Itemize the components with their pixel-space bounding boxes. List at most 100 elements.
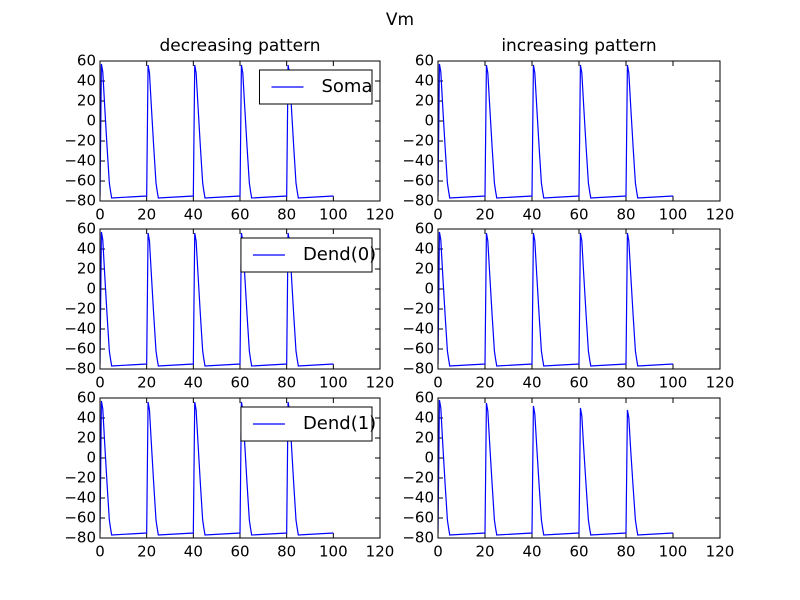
y-tick-label: −80 [64,529,96,547]
x-tick-label: 20 [137,543,156,561]
y-tick-label: 0 [86,280,96,298]
legend: Soma [258,69,373,105]
y-tick-label: −80 [402,529,434,547]
legend: Dend(0) [240,237,376,273]
x-tick-label: 0 [95,374,105,392]
x-tick-label: 60 [230,374,249,392]
y-tick-label: 20 [415,260,434,278]
axes-frame [437,228,721,370]
y-tick-label: 0 [424,280,434,298]
y-tick-label: −60 [64,172,96,190]
y-tick-label: 0 [86,112,96,130]
legend-label: Dend(0) [303,244,376,265]
y-tick-label: 20 [77,429,96,447]
y-tick-label: 40 [415,240,434,258]
y-tick-label: 0 [424,112,434,130]
x-tick-label: 20 [137,206,156,224]
y-tick-label: 20 [415,92,434,110]
x-tick-label: 40 [522,543,541,561]
x-tick-label: 80 [277,374,296,392]
y-tick-label: −40 [402,152,434,170]
y-tick-label: 0 [86,449,96,467]
x-tick-label: 40 [522,206,541,224]
y-tick-label: 40 [77,409,96,427]
x-tick-label: 80 [277,206,296,224]
x-tick-label: 100 [319,206,348,224]
x-tick-label: 120 [706,206,735,224]
x-tick-label: 80 [277,543,296,561]
x-tick-label: 100 [659,374,688,392]
y-tick-label: −60 [402,340,434,358]
x-tick-label: 100 [319,543,348,561]
y-tick-label: −20 [402,469,434,487]
y-tick-label: −20 [64,300,96,318]
x-tick-label: 60 [569,543,588,561]
x-tick-label: 80 [616,374,635,392]
x-tick-label: 80 [616,543,635,561]
y-tick-label: 20 [77,92,96,110]
x-tick-label: 120 [366,543,395,561]
x-tick-label: 60 [230,543,249,561]
y-tick-label: −40 [64,489,96,507]
y-tick-label: 40 [415,72,434,90]
x-tick-label: 20 [475,206,494,224]
x-tick-label: 40 [184,374,203,392]
y-tick-label: −60 [402,172,434,190]
data-line [100,63,334,199]
y-tick-label: −80 [64,192,96,210]
x-tick-label: 40 [522,374,541,392]
y-tick-label: 40 [77,72,96,90]
x-tick-label: 120 [706,374,735,392]
y-tick-label: 60 [77,52,96,70]
y-tick-label: 20 [415,429,434,447]
data-line [100,400,334,536]
x-tick-label: 60 [569,206,588,224]
legend: Dend(1) [240,406,376,442]
x-tick-label: 0 [95,206,105,224]
x-tick-label: 120 [366,206,395,224]
axes-frame [99,397,381,539]
panel-title: decreasing pattern [159,36,320,56]
y-tick-label: −80 [402,360,434,378]
y-tick-label: −60 [402,509,434,527]
axes-frame [99,228,381,370]
y-tick-label: −60 [64,340,96,358]
x-tick-label: 20 [137,374,156,392]
x-tick-label: 40 [184,543,203,561]
axes-frame [99,60,381,202]
y-tick-label: 40 [415,409,434,427]
data-line [438,399,674,536]
y-tick-label: −40 [402,320,434,338]
x-tick-label: 0 [95,543,105,561]
x-tick-label: 100 [319,374,348,392]
x-tick-label: 0 [433,374,443,392]
y-tick-label: 60 [77,220,96,238]
y-tick-label: 60 [77,389,96,407]
x-tick-label: 20 [475,543,494,561]
legend-label: Dend(1) [303,413,376,434]
x-tick-label: 100 [659,206,688,224]
x-tick-label: 60 [569,374,588,392]
panel-title: increasing pattern [501,36,656,56]
y-tick-label: −80 [64,360,96,378]
x-tick-label: 0 [433,543,443,561]
x-tick-label: 0 [433,206,443,224]
data-line [100,231,334,367]
x-tick-label: 80 [616,206,635,224]
data-line [438,63,674,199]
y-tick-label: −60 [64,509,96,527]
y-tick-label: −40 [402,489,434,507]
y-tick-label: 40 [77,240,96,258]
y-tick-label: −40 [64,320,96,338]
y-tick-label: −40 [64,152,96,170]
y-tick-label: 20 [77,260,96,278]
x-tick-label: 40 [184,206,203,224]
y-tick-label: −20 [64,132,96,150]
x-tick-label: 20 [475,374,494,392]
y-tick-label: −80 [402,192,434,210]
x-tick-label: 120 [366,374,395,392]
data-line [438,231,674,367]
x-tick-label: 120 [706,543,735,561]
